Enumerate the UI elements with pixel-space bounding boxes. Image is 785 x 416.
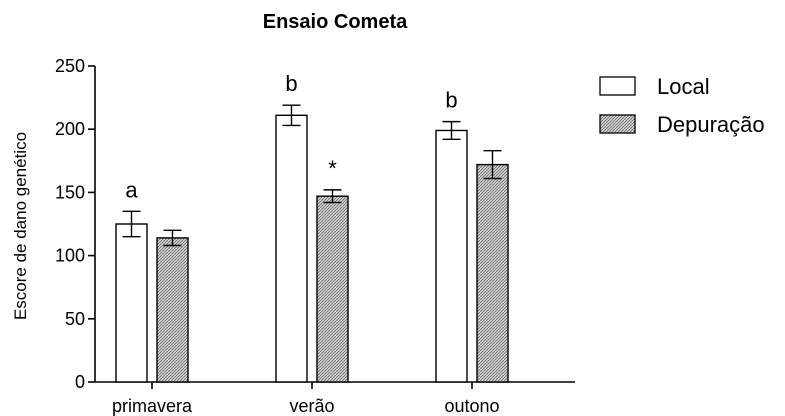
chart-title: Ensaio Cometa [263,11,408,33]
bar-depuracao [316,195,349,383]
legend-swatch-depuracao [599,114,636,134]
x-tick-label: verão [289,396,334,416]
x-tick-label: outono [444,396,499,416]
legend: Local Depuração [599,74,765,137]
significance-annotation: b [285,71,297,96]
legend-swatch-local [599,76,636,96]
y-tick-label: 0 [75,372,85,392]
bar-depuracao [156,237,189,383]
legend-label-local: Local [657,74,710,99]
bar-depuracao [476,163,509,383]
bar-local [115,223,148,383]
bar-local [275,114,308,383]
y-tick-label: 150 [55,182,85,202]
y-tick-label: 50 [65,309,85,329]
bar-local [435,129,468,383]
significance-annotation: b [445,88,457,113]
legend-label-depuracao: Depuração [657,112,765,137]
y-tick-label: 100 [55,246,85,266]
y-axis-label: Escore de dano genético [11,132,30,320]
x-tick-label: primavera [112,396,193,416]
significance-annotation: a [125,177,138,202]
y-tick-label: 200 [55,119,85,139]
significance-annotation: * [328,156,337,181]
plot-area: 0 50 100 150 200 250 a primavera b * verão b outono [55,56,575,416]
y-tick-label: 250 [55,56,85,76]
